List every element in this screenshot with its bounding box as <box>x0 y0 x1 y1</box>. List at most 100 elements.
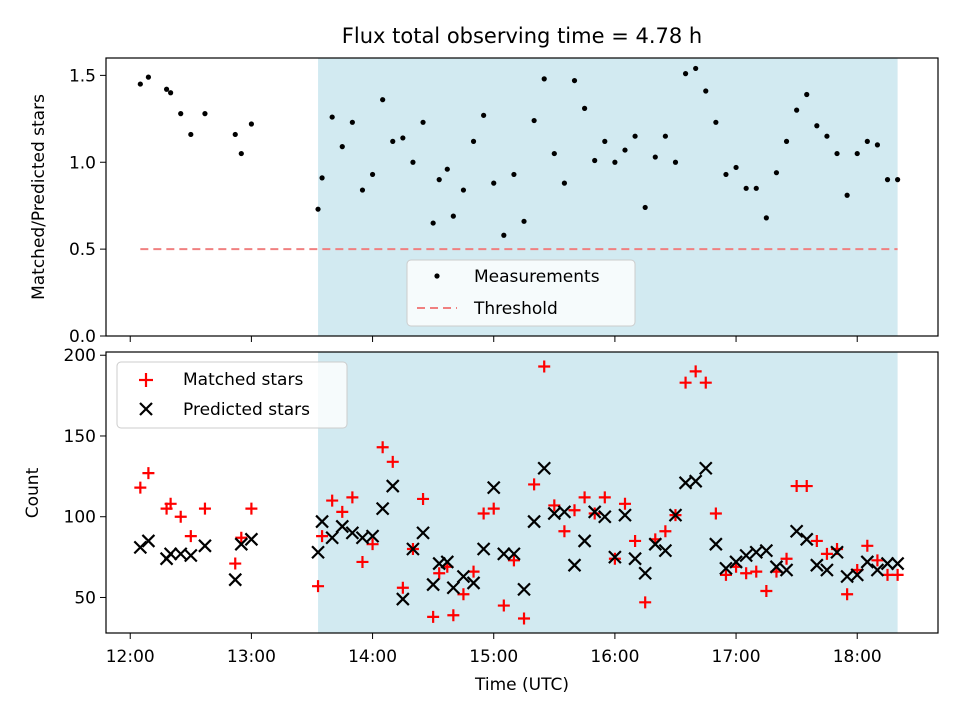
matched-star-point <box>629 534 642 547</box>
measurement-point <box>202 111 208 117</box>
measurement-point <box>713 119 719 125</box>
matched-star-point <box>740 567 753 580</box>
predicted-star-point <box>739 548 753 563</box>
bottom-plot-frame <box>105 351 939 634</box>
measurement-point <box>359 187 366 193</box>
predicted-star-point <box>567 558 582 572</box>
measurement-point <box>844 192 850 198</box>
measurement-point <box>753 185 759 191</box>
measurement-point <box>551 150 557 157</box>
measurement-point <box>369 171 376 178</box>
predicted-star-point <box>729 555 743 569</box>
matched-star-point <box>861 539 874 552</box>
bottom-y-tick-label: 150 <box>64 427 96 447</box>
x-axis-label: Time (UTC) <box>474 675 569 695</box>
measurement-point <box>582 105 588 111</box>
matched-star-point <box>608 552 621 565</box>
matched-star-point <box>810 534 823 547</box>
measurement-point <box>662 133 668 139</box>
predicted-star-point <box>668 508 683 522</box>
matched-star-point <box>184 530 197 543</box>
bottom-y-tick-label: 200 <box>64 346 96 366</box>
predicted-star-point <box>608 550 622 564</box>
predicted-star-point <box>587 505 602 519</box>
measurement-point <box>491 180 497 186</box>
measurement-point <box>460 187 467 193</box>
bottom-x-axis: 12:00 13:00 14:00 15:00 16:00 17:00 18:00 <box>106 633 882 667</box>
predicted-star-point <box>638 566 652 581</box>
predicted-star-point <box>850 568 865 582</box>
predicted-star-point <box>820 563 834 577</box>
matched-star-point <box>891 568 904 581</box>
matched-star-point <box>719 568 732 581</box>
predicted-star-point <box>385 479 400 493</box>
measurement-point <box>541 76 547 82</box>
predicted-star-point <box>527 514 541 529</box>
measurement-point <box>693 65 699 72</box>
predicted-star-point <box>325 530 339 545</box>
matched-star-point <box>142 467 155 480</box>
legend-threshold-label: Threshold <box>473 299 558 319</box>
predicted-star-point <box>440 555 455 569</box>
predicted-star-point <box>759 543 774 558</box>
matched-star-point <box>699 376 712 389</box>
predicted-star-point <box>769 560 784 574</box>
measurement-point <box>854 150 860 157</box>
predicted-star-point <box>426 577 440 592</box>
top-y-axis: 0.0 0.5 1.0 1.5 <box>69 66 106 347</box>
bottom-y-axis-label: Count <box>23 467 43 518</box>
measurement-point <box>794 107 800 113</box>
measurement-point <box>163 86 170 92</box>
matched-star-point <box>326 494 339 507</box>
predicted-star-point <box>648 537 663 551</box>
predicted-star-point <box>406 542 420 556</box>
matched-star-point <box>235 531 248 544</box>
predicted-star-point <box>688 474 703 488</box>
matched-star-point <box>447 609 460 622</box>
matched-star-point <box>841 588 854 601</box>
measurement-point <box>420 119 426 125</box>
chart-title: Flux total observing time = 4.78 h <box>342 24 702 48</box>
predicted-star-point <box>198 539 212 553</box>
top-panel: 0.0 0.5 1.0 1.5 Matched/Predicted stars Mea… <box>29 57 939 347</box>
measurement-point <box>602 138 608 144</box>
legend-predicted-marker <box>139 402 153 416</box>
measurement-point <box>632 133 638 139</box>
measurement-point <box>763 215 769 221</box>
predicted-star-point <box>335 519 350 534</box>
predicted-stars-series <box>133 461 905 606</box>
legend-matched-label: Matched stars <box>183 370 303 390</box>
measurement-point <box>145 74 152 80</box>
matched-star-point <box>336 505 349 518</box>
matched-star-point <box>245 502 258 515</box>
matched-star-point <box>229 557 242 570</box>
measurement-point <box>773 170 780 176</box>
x-tick-label: 15:00 <box>469 647 518 667</box>
measurement-point <box>703 88 709 94</box>
matched-star-point <box>497 599 510 612</box>
measurement-point <box>248 121 254 127</box>
matched-star-point <box>679 376 692 389</box>
matched-star-point <box>709 507 722 520</box>
matched-star-point <box>760 585 773 598</box>
predicted-star-point <box>880 556 895 571</box>
measurement-point <box>178 111 184 117</box>
matched-stars-series <box>134 360 904 625</box>
predicted-star-point <box>628 551 642 566</box>
measurement-point <box>864 138 870 144</box>
matched-star-point <box>366 538 379 551</box>
legend-measurements-label: Measurements <box>474 267 600 287</box>
legend-matched-marker <box>139 373 153 387</box>
predicted-star-point <box>416 526 430 540</box>
measurement-point <box>168 90 174 96</box>
measurement-point <box>329 114 335 120</box>
bottom-y-axis: 50 100 150 200 <box>64 346 106 608</box>
x-tick-label: 12:00 <box>106 647 155 667</box>
x-tick-label: 14:00 <box>348 647 397 667</box>
predicted-star-point <box>365 529 380 543</box>
predicted-star-point <box>163 547 178 561</box>
measurement-point <box>622 147 628 153</box>
measurement-point <box>592 157 598 164</box>
measurement-point <box>232 131 238 138</box>
measurement-point <box>137 81 143 87</box>
